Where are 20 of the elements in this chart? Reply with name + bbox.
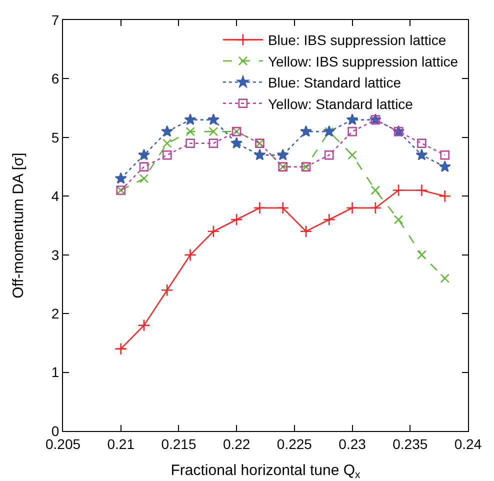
legend-label: Blue: Standard lattice xyxy=(268,74,402,91)
x-tick-label: 0.225 xyxy=(276,436,312,452)
y-tick-label: 1 xyxy=(51,364,60,380)
x-axis-title: Fractional horizontal tune Q$_{x}$ xyxy=(170,462,362,481)
y-tick-label: 4 xyxy=(51,188,60,204)
x-tick-label: 0.215 xyxy=(161,436,196,452)
y-tick-label: 7 xyxy=(51,12,60,28)
x-tick-label: 0.22 xyxy=(222,436,250,452)
legend-label: Blue: IBS suppression lattice xyxy=(268,32,446,48)
x-tick-label: 0.235 xyxy=(392,436,428,452)
y-axis-title: Off-momentum DA [σ] xyxy=(10,152,27,298)
y-tick-label: 5 xyxy=(51,129,60,146)
y-tick-label: 3 xyxy=(51,246,60,263)
legend-label: Yellow: Standard lattice xyxy=(268,96,414,112)
x-tick-label: 0.23 xyxy=(338,436,366,452)
y-tick-label: 2 xyxy=(51,305,60,322)
y-tick-label: 6 xyxy=(51,70,60,87)
x-tick-label: 0.21 xyxy=(107,436,135,452)
x-tick-label: 0.24 xyxy=(454,436,482,452)
legend-label: Yellow: IBS suppression lattice xyxy=(268,53,458,70)
